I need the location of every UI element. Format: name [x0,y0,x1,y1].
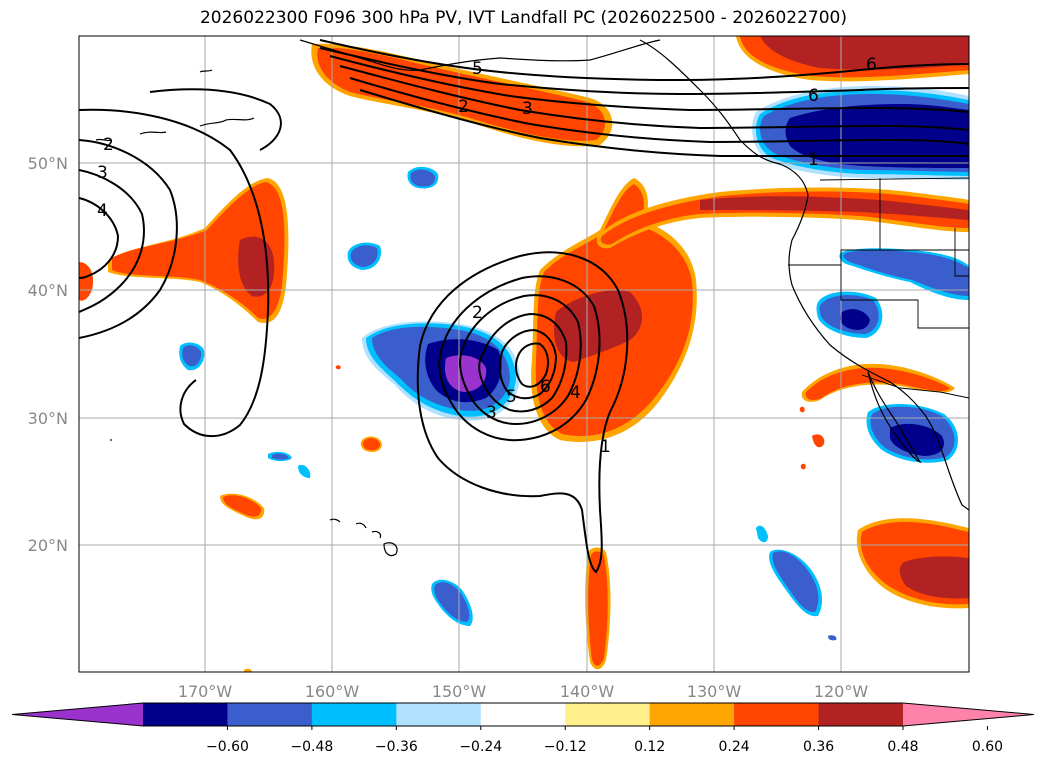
lat-tick-label: 50°N [28,154,68,173]
lat-tick-label: 30°N [28,409,68,428]
colorbar-segment [227,703,313,726]
colorbar: −0.60 −0.48 −0.36 −0.24 −0.12 0.12 0.24 0.36 0.4… [11,702,1035,755]
pv-negative-west-coast [816,248,969,338]
pv-negative-small-42n [347,242,382,270]
lon-tick-label: 140°W [560,682,615,701]
pv-negative-mexico [866,403,959,463]
colorbar-segment [818,703,904,726]
colorbar-tick-label: −0.24 [459,739,502,755]
coastlines [95,39,969,557]
lon-tick-label: 170°W [178,682,233,701]
contour-label: 3 [522,99,533,119]
colorbar-tick-label: 0.36 [803,739,834,755]
colorbar-tick-label: 0.24 [719,739,750,755]
gridlines [79,36,969,672]
pv-positive-coastal-band [596,187,969,249]
pv-positive-southern-streamer [585,547,611,670]
colorbar-segment [143,703,228,726]
lat-tick-label: 20°N [28,536,68,555]
lon-tick-label: 130°W [687,682,742,701]
contour-label: 2 [472,303,483,323]
pv-negative-central-low [362,321,520,421]
contour-label: 3 [97,163,108,183]
lon-tick-labels: 170°W 160°W 150°W 140°W 130°W 120°W [178,682,869,701]
lon-tick-label: 150°W [432,682,487,701]
pv-negative-small-west [179,342,205,371]
colorbar-segment [396,703,482,726]
contour-label: 4 [97,201,108,221]
pv-positive-baja-band [801,363,955,402]
contour-label: 2 [103,135,114,155]
contour-label: 6 [808,86,819,106]
contour-label: 4 [570,383,581,403]
pv-positive-small-blobs [220,365,825,672]
colorbar-tick-label: 0.60 [972,739,1003,755]
colorbar-tick-label: 0.48 [887,739,918,755]
colorbar-segment [649,703,735,726]
map-frame [78,35,970,673]
map-title: 2026022300 F096 300 hPa PV, IVT Landfall… [199,8,847,28]
ivt-contours [79,39,969,574]
colorbar-tick-label: −0.12 [544,739,587,755]
colorbar-tick-label: −0.48 [290,739,333,755]
contour-label: 3 [486,403,497,423]
pv-positive-southeast [856,518,969,609]
colorbar-segment [734,703,820,726]
pv-negative-small-north [407,166,439,189]
colorbar-outline [11,702,1035,727]
colorbar-tick-label: −0.36 [375,739,418,755]
colorbar-tick-label: 0.12 [634,739,665,755]
pv-positive-central [531,178,697,442]
pv-negative-south [268,451,837,641]
pv-positive-west [79,178,289,323]
contour-labels: 5 6 6 1 3 2 2 3 4 2 5 3 6 4 1 [97,55,877,457]
contour-label: 5 [506,387,517,407]
contour-label: 1 [600,437,611,457]
contour-label: 6 [866,55,877,75]
lon-tick-label: 160°W [305,682,360,701]
lat-tick-label: 40°N [28,281,68,300]
lon-tick-label: 120°W [814,682,869,701]
colorbar-segment [480,703,566,726]
contour-label: 1 [808,150,819,170]
colorbar-extend-max [903,703,1034,726]
contour-label: 5 [472,59,483,79]
pv-positive-northeast [736,36,969,82]
colorbar-extend-min [12,703,143,726]
colorbar-segment [311,703,397,726]
contour-label: 2 [458,97,469,117]
map-content: 5 6 6 1 3 2 2 3 4 2 5 3 6 4 1 [79,36,969,672]
colorbar-tick-label: −0.60 [206,739,249,755]
lat-tick-labels: 50°N 40°N 30°N 20°N [28,154,68,555]
colorbar-segment [565,703,651,726]
contour-label: 6 [540,377,551,397]
